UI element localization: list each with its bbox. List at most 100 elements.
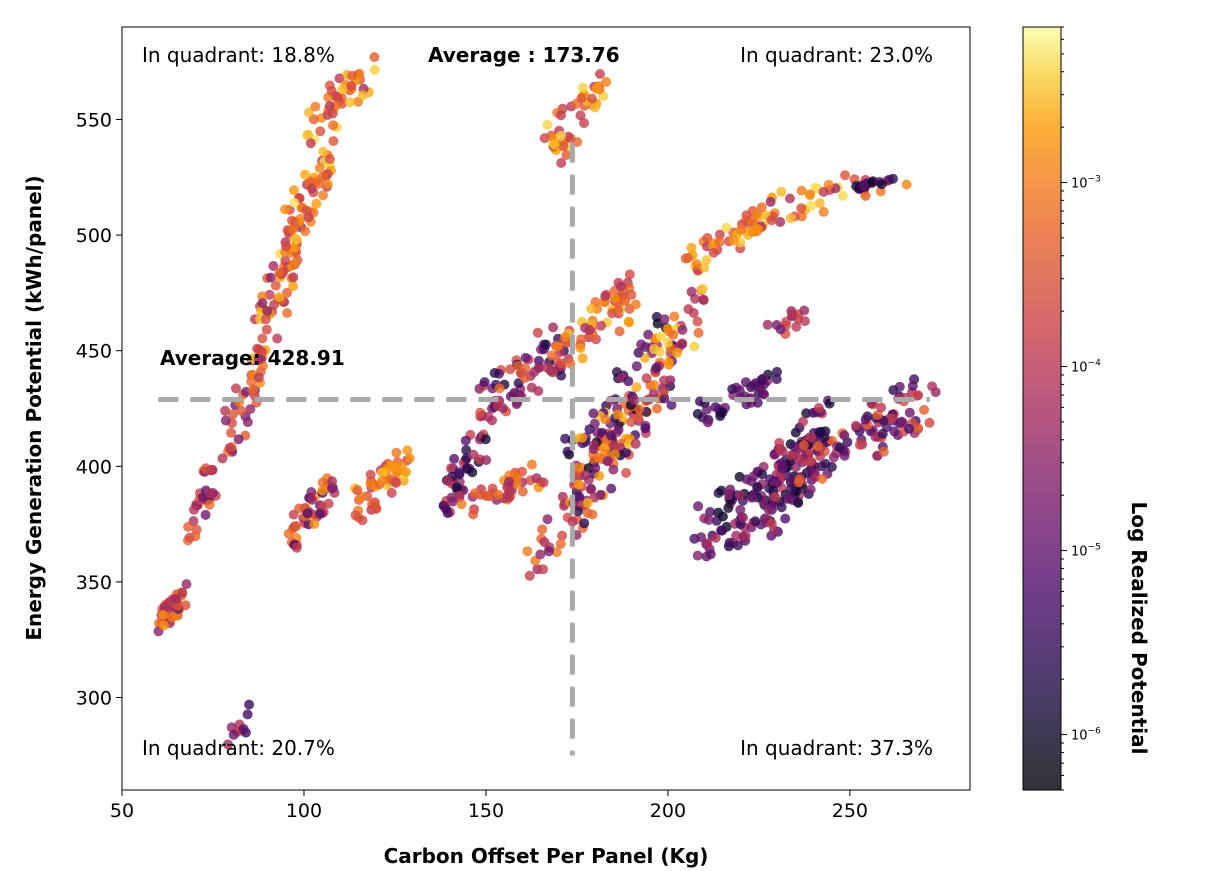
data-point — [159, 620, 169, 631]
data-point — [280, 204, 291, 215]
data-point — [630, 438, 641, 449]
data-point — [656, 331, 667, 342]
data-point — [369, 500, 380, 511]
data-point — [538, 564, 548, 575]
data-point — [346, 80, 357, 91]
data-point — [328, 120, 339, 131]
data-point — [806, 200, 816, 211]
data-point — [651, 403, 662, 414]
data-point — [270, 280, 281, 291]
data-point — [549, 139, 560, 150]
data-point — [401, 467, 411, 478]
data-point — [231, 383, 241, 394]
data-point — [590, 462, 601, 473]
data-point — [302, 508, 313, 519]
data-point — [763, 504, 774, 515]
data-point — [226, 427, 237, 438]
data-point — [181, 579, 192, 590]
data-point — [265, 272, 276, 283]
data-point — [576, 93, 587, 104]
data-point — [300, 226, 311, 237]
data-point — [557, 491, 568, 502]
data-point — [262, 306, 273, 316]
data-point — [766, 518, 777, 529]
data-point — [640, 423, 651, 434]
data-point — [805, 464, 816, 475]
data-point — [492, 400, 503, 411]
data-point — [765, 196, 776, 207]
data-point — [721, 222, 732, 233]
data-point — [390, 476, 401, 487]
data-point — [866, 178, 877, 188]
x-tick-label: 100 — [286, 800, 322, 822]
colorbar-tick-label: 10−5 — [1071, 543, 1101, 560]
y-axis-label: Energy Generation Potential (kWh/panel) — [22, 175, 46, 640]
data-point — [907, 380, 918, 391]
data-point — [877, 428, 888, 439]
data-point — [289, 185, 299, 196]
data-point — [613, 424, 624, 435]
data-point — [659, 393, 670, 404]
data-point — [602, 456, 613, 467]
data-point — [854, 439, 865, 450]
data-point — [578, 82, 588, 93]
data-point — [623, 376, 634, 387]
data-point — [643, 329, 654, 340]
data-point — [693, 501, 704, 512]
y-tick-label: 300 — [76, 688, 112, 710]
data-point — [594, 470, 605, 481]
data-point — [524, 570, 535, 581]
data-point — [741, 210, 752, 221]
average-x-label: Average : 173.76 — [428, 43, 620, 67]
data-point — [860, 414, 871, 425]
data-point — [281, 241, 292, 252]
data-point — [561, 150, 572, 161]
data-point — [775, 445, 786, 456]
data-point — [717, 407, 728, 418]
data-point — [576, 334, 587, 345]
data-point — [487, 483, 498, 494]
data-point — [799, 316, 810, 327]
data-point — [819, 446, 830, 457]
data-point — [365, 479, 376, 489]
data-point — [580, 470, 591, 481]
colorbar-tick-label: 10−4 — [1071, 359, 1101, 376]
data-point — [253, 354, 264, 365]
data-point — [850, 420, 861, 431]
data-point — [318, 190, 328, 201]
data-point — [648, 388, 659, 399]
data-point — [542, 119, 553, 130]
data-point — [723, 503, 734, 513]
data-point — [887, 413, 898, 424]
data-point — [552, 341, 563, 352]
data-point — [309, 519, 320, 529]
data-point — [587, 93, 597, 104]
data-point — [324, 154, 335, 165]
data-point — [350, 510, 361, 521]
data-point — [659, 375, 669, 386]
data-point — [609, 449, 620, 460]
data-point — [702, 233, 713, 243]
data-point — [716, 485, 727, 496]
data-point — [784, 193, 795, 204]
data-point — [677, 339, 687, 350]
data-point — [311, 198, 322, 209]
data-point — [770, 492, 781, 502]
data-point — [479, 377, 490, 388]
data-point — [771, 374, 782, 385]
data-point — [345, 97, 355, 108]
data-point — [904, 407, 915, 418]
data-point — [697, 283, 708, 294]
data-point — [517, 486, 528, 497]
data-point — [717, 511, 728, 522]
data-point — [586, 303, 597, 314]
data-point — [314, 163, 325, 173]
data-point — [796, 185, 807, 196]
data-point — [814, 198, 825, 209]
data-point — [352, 485, 363, 496]
data-point — [177, 587, 188, 598]
data-point — [609, 293, 620, 304]
data-point — [442, 475, 453, 486]
data-point — [888, 173, 898, 184]
data-point — [446, 463, 456, 474]
